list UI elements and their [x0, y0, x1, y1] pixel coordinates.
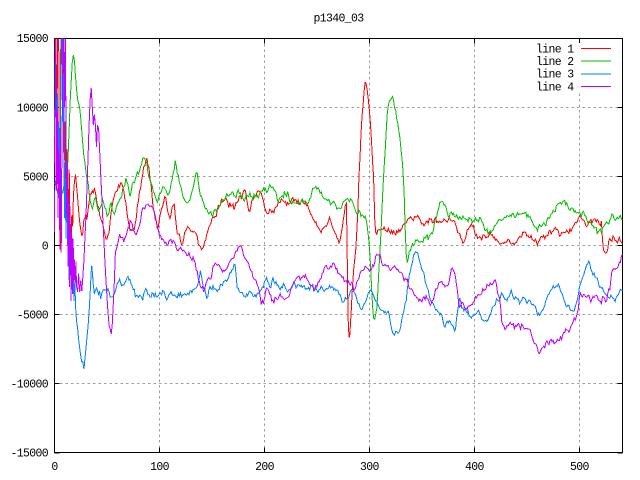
svg-text:0: 0 [42, 240, 49, 253]
svg-text:line 4: line 4 [536, 81, 574, 94]
svg-text:-10000: -10000 [10, 379, 48, 392]
svg-text:15000: 15000 [17, 33, 49, 46]
svg-text:p1340_03: p1340_03 [313, 13, 364, 26]
svg-text:line 1: line 1 [536, 44, 574, 57]
svg-text:300: 300 [360, 461, 380, 474]
svg-text:line 2: line 2 [536, 56, 574, 69]
svg-text:line 3: line 3 [536, 69, 574, 82]
svg-text:-15000: -15000 [10, 448, 48, 461]
svg-text:100: 100 [150, 461, 170, 474]
svg-text:200: 200 [255, 461, 275, 474]
svg-text:5000: 5000 [23, 171, 49, 184]
svg-text:10000: 10000 [17, 102, 49, 115]
svg-text:0: 0 [51, 461, 58, 474]
svg-text:400: 400 [465, 461, 485, 474]
svg-text:-5000: -5000 [17, 310, 49, 323]
svg-text:500: 500 [570, 461, 590, 474]
